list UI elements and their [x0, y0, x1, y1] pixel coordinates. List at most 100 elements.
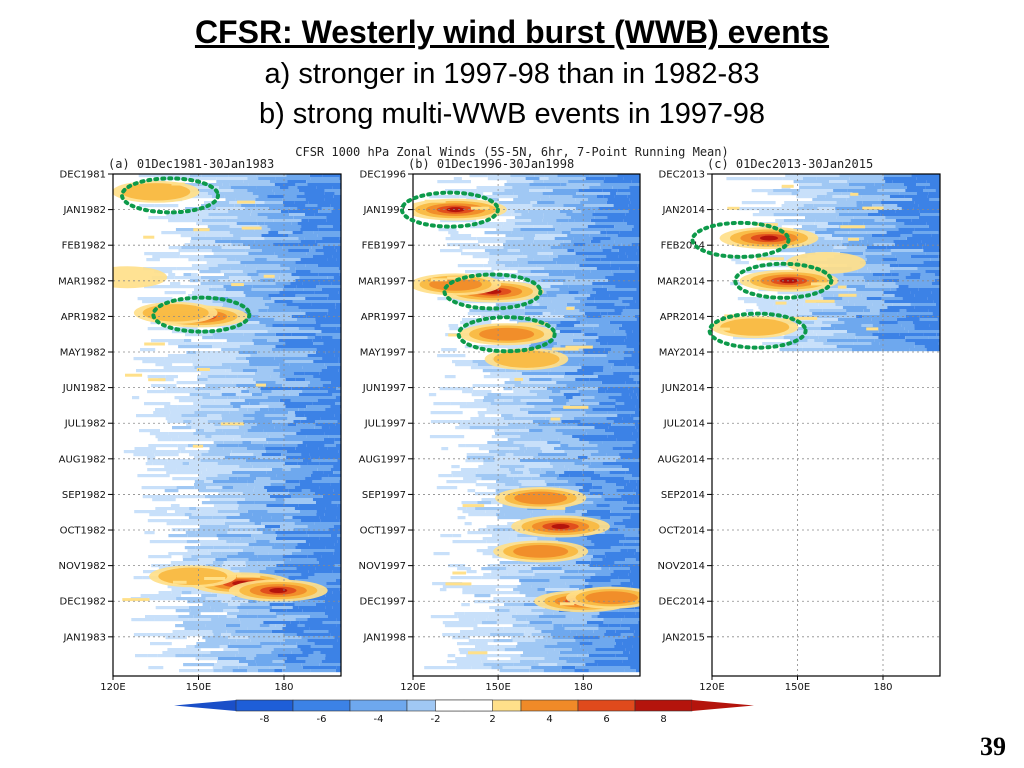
- colorbar-tick-label: -6: [317, 714, 327, 725]
- colorbar-tick-label: -8: [260, 714, 270, 725]
- wwb-highlight-ellipse: [707, 311, 808, 350]
- wwb-highlight-ellipse: [733, 261, 834, 300]
- y-tick-label: JAN2015: [661, 632, 705, 643]
- grid-lines: [712, 174, 940, 676]
- x-tick-label: 120E: [699, 682, 724, 693]
- burst-event: [786, 252, 866, 275]
- colorbar-left-arrow: [174, 700, 236, 711]
- wind-texture: [113, 174, 341, 673]
- y-tick-label: JAN1998: [362, 632, 406, 643]
- burst-event: [413, 198, 507, 221]
- wwb-highlight-ellipse: [151, 295, 252, 334]
- slide-subtitle-a: a) stronger in 1997-98 than in 1982-83: [264, 58, 760, 90]
- panel-title: (b) 01Dec1996-30Jan1998: [408, 157, 574, 171]
- y-tick-label: JUN2014: [661, 383, 705, 394]
- y-tick-label: JUL1997: [364, 419, 406, 430]
- y-tick-label: MAR1982: [58, 276, 106, 287]
- y-tick-label: NOV1997: [359, 561, 406, 572]
- x-tick-label: 150E: [785, 682, 810, 693]
- burst-event: [149, 565, 237, 588]
- x-tick-label: 120E: [400, 682, 425, 693]
- x-tick-label: 120E: [100, 682, 125, 693]
- y-tick-label: DEC2013: [659, 170, 705, 181]
- colorbar-tick-label: -4: [374, 714, 384, 725]
- burst-event: [493, 540, 589, 563]
- grid-lines: [413, 174, 640, 676]
- x-tick-label: 150E: [485, 682, 510, 693]
- wwb-highlight-ellipse: [442, 272, 543, 311]
- burst-event: [113, 180, 200, 203]
- y-tick-label: SEP1982: [62, 490, 106, 501]
- colorbar-box: [235, 699, 294, 712]
- page-number: 39: [980, 732, 1006, 761]
- y-tick-label: MAY1982: [60, 348, 106, 359]
- colorbar-tick-label: 2: [489, 714, 495, 725]
- y-tick-label: JUL1982: [64, 419, 106, 430]
- y-tick-label: OCT2014: [659, 526, 705, 537]
- colorbar-box: [634, 699, 693, 712]
- y-tick-label: JAN1997: [362, 205, 406, 216]
- colorbar-tick-label: 4: [546, 714, 552, 725]
- x-tick-label: 180: [574, 682, 593, 693]
- wwb-highlight-ellipse: [120, 176, 220, 215]
- burst-event: [133, 301, 218, 324]
- y-tick-label: OCT1997: [360, 526, 406, 537]
- y-tick-label: NOV1982: [59, 561, 106, 572]
- burst-event: [228, 579, 328, 602]
- burst-event: [511, 515, 610, 538]
- y-tick-label: JUN1982: [62, 383, 106, 394]
- y-tick-label: DEC1982: [60, 597, 106, 608]
- burst-event: [566, 586, 640, 609]
- slide-subtitle-b: b) strong multi-WWB events in 1997-98: [258, 98, 766, 130]
- y-tick-label: APR1997: [361, 312, 406, 323]
- colorbar-right-arrow: [692, 700, 754, 711]
- y-tick-label: APR1982: [61, 312, 106, 323]
- colorbar-box: [292, 699, 351, 712]
- panel-title: (c) 01Dec2013-30Jan2015: [707, 157, 873, 171]
- y-tick-label: JAN1983: [62, 632, 106, 643]
- colorbar-box: [577, 699, 636, 712]
- wind-texture: [413, 174, 640, 673]
- x-tick-label: 150E: [186, 682, 211, 693]
- y-tick-label: FEB1982: [62, 241, 106, 252]
- wwb-highlight-ellipse: [456, 315, 557, 354]
- panel-frame: [711, 173, 941, 677]
- colorbar-box: [349, 699, 408, 712]
- panel-title: (a) 01Dec1981-30Jan1983: [108, 157, 274, 171]
- y-tick-label: SEP1997: [362, 490, 406, 501]
- figure-title: CFSR 1000 hPa Zonal Winds (5S-5N, 6hr, 7…: [295, 145, 728, 159]
- y-tick-label: JUN1997: [362, 383, 406, 394]
- x-tick-label: 180: [873, 682, 892, 693]
- burst-event: [113, 266, 168, 289]
- y-tick-label: DEC1996: [360, 170, 406, 181]
- panel-frame: [112, 173, 342, 677]
- burst-event: [719, 227, 819, 250]
- y-tick-label: DEC2014: [659, 597, 705, 608]
- wwb-highlight-ellipse: [399, 190, 500, 229]
- y-tick-label: MAY2014: [659, 348, 705, 359]
- y-tick-label: AUG2014: [658, 454, 705, 465]
- y-tick-label: DEC1981: [60, 170, 106, 181]
- burst-event: [459, 323, 555, 346]
- colorbar: -8 -6 -4 -2 2 4 6 8: [174, 699, 754, 725]
- y-tick-label: FEB2014: [661, 241, 705, 252]
- y-tick-label: DEC1997: [360, 597, 406, 608]
- y-tick-label: AUG1997: [359, 454, 406, 465]
- y-tick-label: APR2014: [660, 312, 705, 323]
- y-tick-label: JAN2014: [661, 205, 705, 216]
- y-tick-label: SEP2014: [661, 490, 705, 501]
- panel-frame: [412, 173, 641, 677]
- colorbar-box: [520, 699, 579, 712]
- colorbar-tick-label: -2: [431, 714, 441, 725]
- burst-event: [712, 316, 799, 339]
- wwb-highlight-ellipse: [690, 220, 791, 259]
- burst-event: [484, 348, 569, 371]
- y-tick-label: JAN1982: [62, 205, 106, 216]
- x-tick-label: 180: [274, 682, 293, 693]
- grid-lines: [113, 174, 341, 676]
